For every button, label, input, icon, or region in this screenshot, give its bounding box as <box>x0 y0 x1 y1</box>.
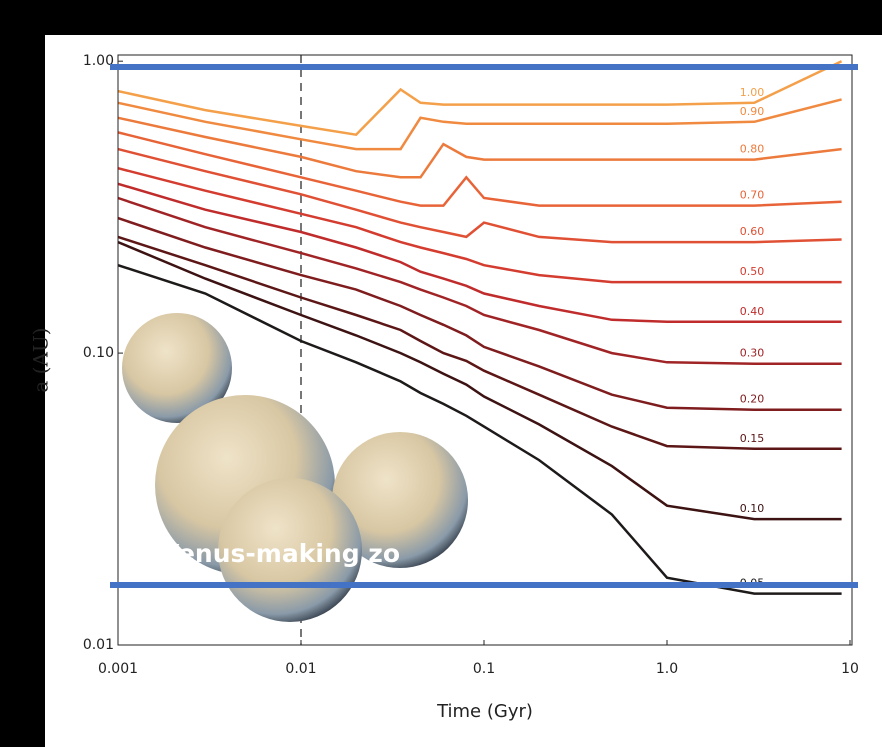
series-line <box>117 196 842 365</box>
x-tick-label: 0.1 <box>473 661 495 677</box>
series-line <box>117 131 842 207</box>
x-tick-label: 0.01 <box>285 661 316 677</box>
series-line <box>117 98 842 151</box>
x-tick-label: 10 <box>841 661 859 677</box>
series-label: 0.60 <box>740 225 765 238</box>
x-tick-label: 0.001 <box>98 661 138 677</box>
series-line <box>117 235 842 451</box>
x-axis-title: Time (Gyr) <box>436 701 533 722</box>
series-label: 0.15 <box>740 432 765 445</box>
series-label: 0.10 <box>740 502 765 515</box>
venus-image <box>332 432 468 568</box>
annotation: Venus-making zo <box>160 539 400 568</box>
y-tick-label: 1.00 <box>83 53 114 69</box>
series-line <box>117 147 842 244</box>
plot-area: 0.001 0.01 0.1 1.0 10 0.01 0.10 1.00 1.00 0.90 0.8… <box>83 53 859 677</box>
series-line <box>117 264 842 595</box>
series-line <box>117 60 843 137</box>
venus-image <box>122 313 232 423</box>
series-label: 0.40 <box>740 305 765 318</box>
x-tick-label: 1.0 <box>656 661 678 677</box>
series-label: 0.30 <box>740 347 765 360</box>
series-label: 1.00 <box>740 86 765 99</box>
series-label: 0.20 <box>740 393 765 406</box>
series-line <box>117 216 842 411</box>
plot-frame <box>117 54 853 646</box>
y-axis-title: a (AU) <box>29 327 53 392</box>
series-line <box>117 116 842 179</box>
series-label: 0.90 <box>740 105 765 118</box>
series-label: 0.50 <box>740 265 765 278</box>
y-tick-label: 0.10 <box>83 345 114 361</box>
series-label: 0.70 <box>740 189 765 202</box>
y-tick-label: 0.01 <box>83 637 114 653</box>
series-line <box>117 182 842 324</box>
series-line <box>117 166 842 284</box>
series-line <box>117 240 842 521</box>
series-label: 0.80 <box>740 143 765 156</box>
